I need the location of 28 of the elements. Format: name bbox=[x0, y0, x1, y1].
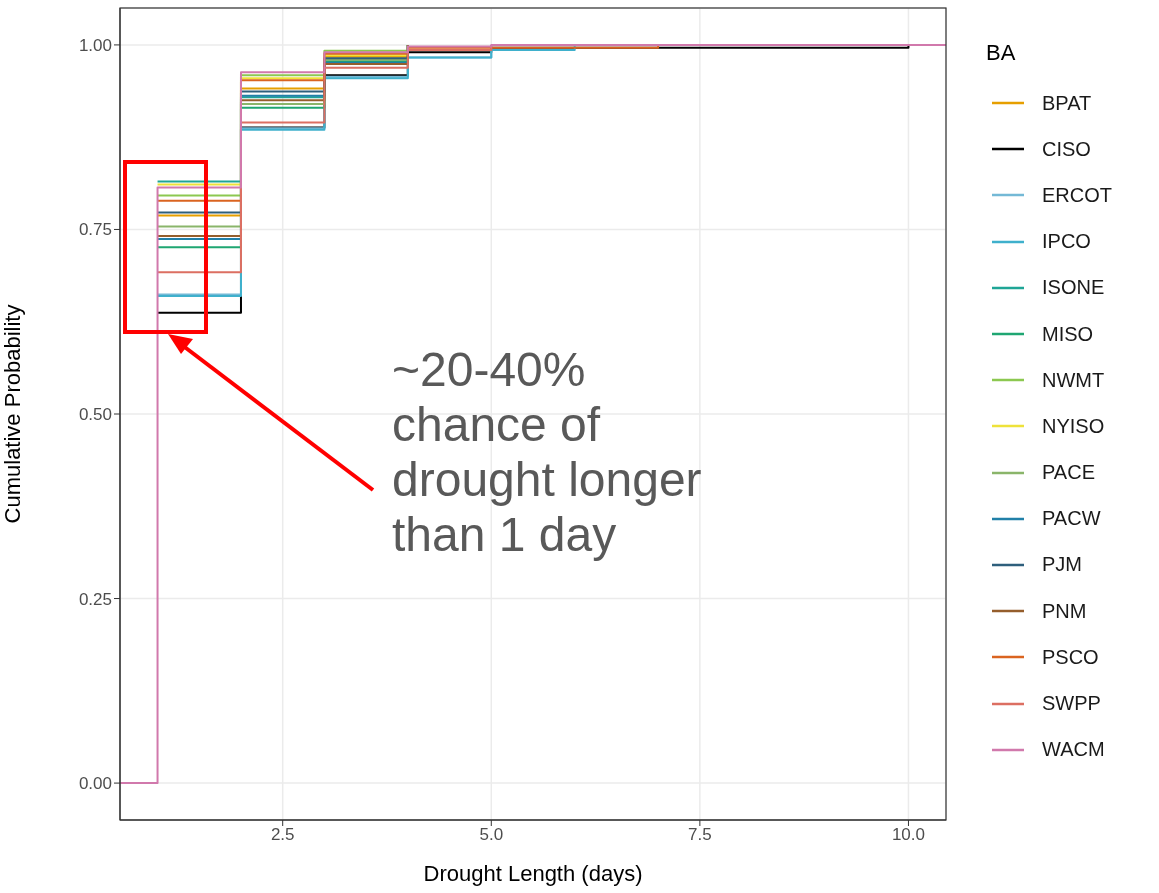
legend-label: BPAT bbox=[1042, 91, 1092, 115]
x-axis-title: Drought Length (days) bbox=[423, 861, 643, 886]
annotation: ~20-40% chance of drought longer than 1 day bbox=[392, 342, 702, 562]
x-tick-label: 10.0 bbox=[891, 825, 925, 845]
legend-label: ISONE bbox=[1042, 276, 1105, 300]
y-axis-title: Cumulative Probability bbox=[0, 304, 25, 524]
y-tick-label: 0.75 bbox=[78, 220, 112, 240]
legend-label: WACM bbox=[1042, 738, 1105, 762]
legend-label: NYISO bbox=[1042, 414, 1105, 438]
y-tick-label: 0.00 bbox=[78, 774, 112, 794]
legend-label: PACW bbox=[1042, 507, 1101, 531]
y-tick-label: 1.00 bbox=[78, 35, 112, 55]
legend-label: NWMT bbox=[1042, 368, 1105, 392]
x-tick-label: 2.5 bbox=[270, 825, 295, 845]
x-tick-label: 7.5 bbox=[688, 825, 712, 845]
legend-label: MISO bbox=[1042, 322, 1094, 346]
legend-label: SWPP bbox=[1042, 692, 1101, 716]
legend-label: PSCO bbox=[1042, 645, 1099, 669]
legend-label: PACE bbox=[1042, 461, 1095, 485]
legend-title: BA bbox=[986, 40, 1017, 66]
y-tick-label: 0.25 bbox=[78, 589, 112, 609]
legend-label: PNM bbox=[1042, 599, 1087, 623]
legend-label: PJM bbox=[1042, 553, 1082, 577]
legend-label: CISO bbox=[1042, 137, 1091, 161]
y-tick-label: 0.50 bbox=[78, 405, 112, 425]
legend-label: ERCOT bbox=[1042, 183, 1112, 207]
legend-label: IPCO bbox=[1042, 230, 1091, 254]
x-tick-label: 5.0 bbox=[479, 825, 504, 845]
